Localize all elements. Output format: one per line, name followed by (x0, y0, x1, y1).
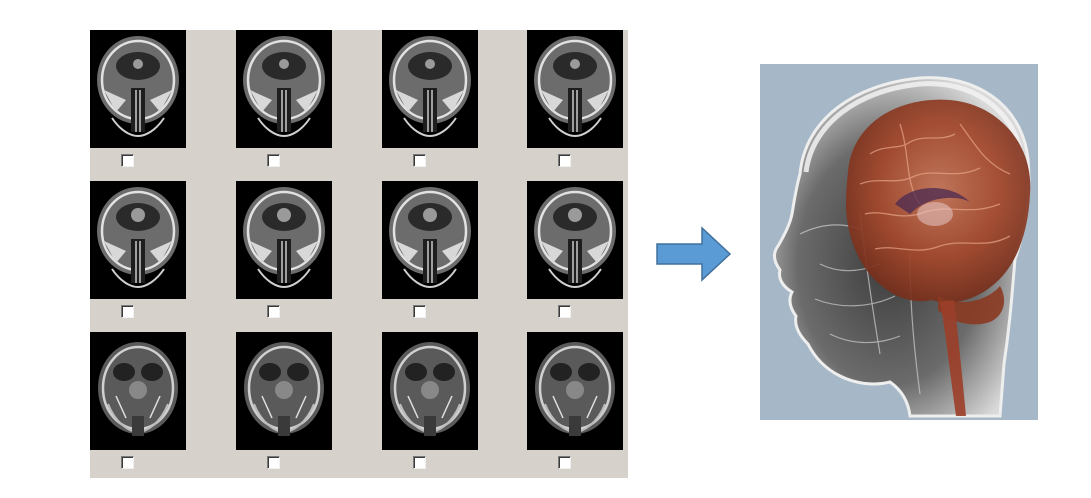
mri-slice-thumbnail[interactable] (382, 332, 478, 450)
slice-select-checkbox[interactable] (413, 154, 426, 167)
slice-select-checkbox[interactable] (558, 154, 571, 167)
slice-cell (236, 332, 332, 482)
mri-slice-thumbnail[interactable] (382, 30, 478, 148)
slice-select-checkbox[interactable] (121, 456, 134, 469)
slice-select-checkbox[interactable] (413, 456, 426, 469)
slice-cell (527, 181, 623, 331)
slice-cell (382, 30, 478, 180)
slice-grid-panel (90, 30, 628, 478)
3d-head-render (760, 64, 1038, 420)
slice-cell (236, 181, 332, 331)
slice-cell (527, 30, 623, 180)
arrow-right-icon (656, 226, 732, 282)
slice-cell (527, 332, 623, 482)
slice-cell (382, 332, 478, 482)
slice-cell (90, 181, 186, 331)
mri-slice-thumbnail[interactable] (90, 181, 186, 299)
slice-cell (90, 30, 186, 180)
mri-slice-thumbnail[interactable] (527, 30, 623, 148)
mri-slice-thumbnail[interactable] (527, 181, 623, 299)
mri-slice-thumbnail[interactable] (236, 181, 332, 299)
slice-select-checkbox[interactable] (267, 456, 280, 469)
slice-select-checkbox[interactable] (121, 154, 134, 167)
slice-cell (382, 181, 478, 331)
slice-select-checkbox[interactable] (267, 154, 280, 167)
slice-select-checkbox[interactable] (121, 305, 134, 318)
slice-cell (236, 30, 332, 180)
slice-select-checkbox[interactable] (558, 456, 571, 469)
mri-slice-thumbnail[interactable] (90, 332, 186, 450)
slice-select-checkbox[interactable] (267, 305, 280, 318)
slice-select-checkbox[interactable] (413, 305, 426, 318)
slice-select-checkbox[interactable] (558, 305, 571, 318)
mri-slice-thumbnail[interactable] (90, 30, 186, 148)
mri-slice-thumbnail[interactable] (382, 181, 478, 299)
mri-slice-thumbnail[interactable] (236, 332, 332, 450)
mri-slice-thumbnail[interactable] (527, 332, 623, 450)
slice-cell (90, 332, 186, 482)
mri-slice-thumbnail[interactable] (236, 30, 332, 148)
head-volume-render-image (772, 76, 1031, 418)
